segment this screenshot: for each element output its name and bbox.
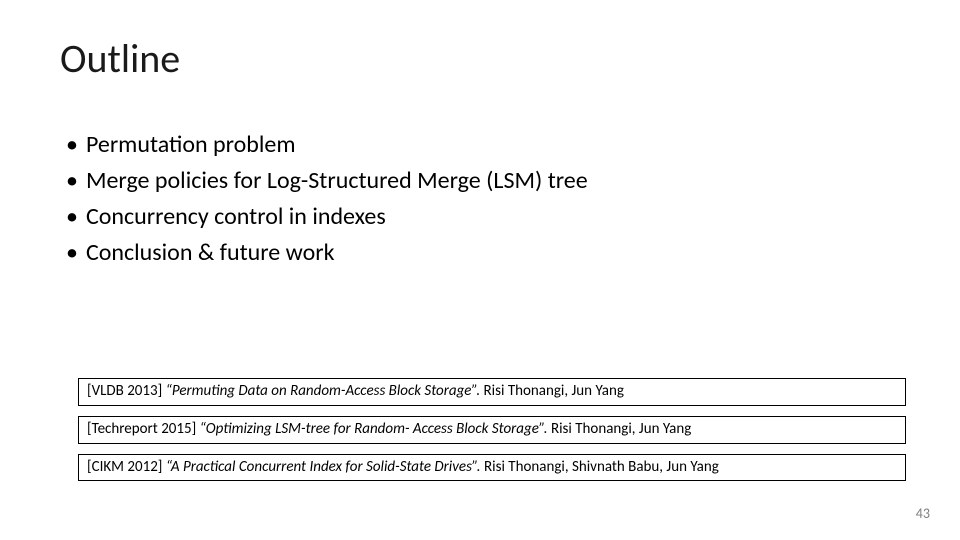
slide-title: Outline — [60, 34, 900, 83]
reference-box: [VLDB 2013] “Permuting Data on Random-Ac… — [78, 378, 906, 406]
slide: Outline • Permutation problem • Merge po… — [0, 0, 960, 540]
references-block: [VLDB 2013] “Permuting Data on Random-Ac… — [78, 378, 906, 491]
reference-tag: [VLDB 2013] — [87, 382, 162, 400]
reference-authors: Risi Thonangi, Shivnath Babu, Jun Yang — [484, 458, 719, 476]
reference-title: “Permuting Data on Random-Access Block S… — [166, 382, 481, 400]
reference-tag: [CIKM 2012] — [87, 458, 162, 476]
bullet-item: • Merge policies for Log-Structured Merg… — [66, 163, 900, 199]
reference-tag: [Techreport 2015] — [87, 420, 196, 438]
bullet-list: • Permutation problem • Merge policies f… — [66, 127, 900, 271]
bullet-text: Permutation problem — [86, 127, 296, 163]
reference-title: “A Practical Concurrent Index for Solid-… — [166, 458, 481, 476]
bullet-dot-icon: • — [66, 127, 78, 163]
bullet-dot-icon: • — [66, 235, 78, 271]
reference-authors: Risi Thonangi, Jun Yang — [551, 420, 691, 438]
bullet-text: Merge policies for Log-Structured Merge … — [86, 163, 588, 199]
bullet-item: • Permutation problem — [66, 127, 900, 163]
reference-title: “Optimizing LSM-tree for Random- Access … — [200, 420, 548, 438]
bullet-text: Concurrency control in indexes — [86, 199, 386, 235]
bullet-item: • Concurrency control in indexes — [66, 199, 900, 235]
reference-authors: Risi Thonangi, Jun Yang — [484, 382, 624, 400]
reference-box: [Techreport 2015] “Optimizing LSM-tree f… — [78, 416, 906, 444]
bullet-dot-icon: • — [66, 163, 78, 199]
bullet-text: Conclusion & future work — [86, 235, 335, 271]
reference-box: [CIKM 2012] “A Practical Concurrent Inde… — [78, 454, 906, 482]
bullet-dot-icon: • — [66, 199, 78, 235]
page-number: 43 — [916, 505, 930, 522]
bullet-item: • Conclusion & future work — [66, 235, 900, 271]
